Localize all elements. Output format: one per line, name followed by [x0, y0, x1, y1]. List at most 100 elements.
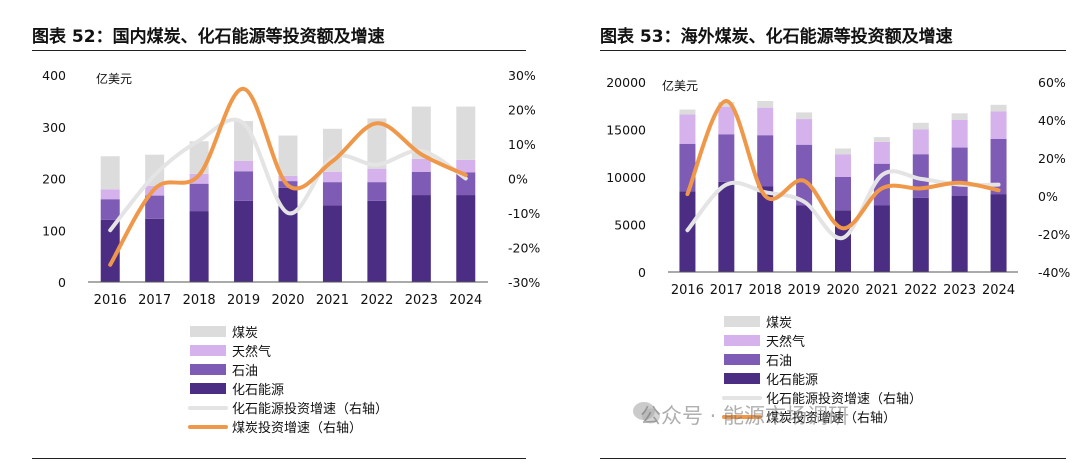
y2-tick-label: 20%: [508, 103, 536, 118]
unit-label: 亿美元: [96, 71, 132, 86]
x-tick-label: 2020: [271, 293, 304, 308]
bar-segment: [796, 112, 813, 120]
y2-tick-label: 0%: [508, 172, 528, 187]
x-tick-label: 2022: [360, 293, 393, 308]
bar-segment: [411, 171, 431, 196]
bar-segment: [367, 200, 387, 282]
y2-tick-label: 10%: [508, 137, 536, 152]
x-tick-label: 2018: [183, 293, 216, 308]
legend-swatch: [724, 335, 760, 346]
bar-segment: [189, 183, 209, 212]
bar-segment: [951, 120, 968, 148]
bar-segment: [912, 197, 929, 272]
bar-segment: [835, 148, 851, 155]
bar-segment: [835, 210, 851, 272]
bar-segment: [796, 144, 813, 206]
panel-right: 图表 53：海外煤炭、化石能源等投资额及增速 亿美元 0 5000 10000 1500…: [540, 0, 1080, 463]
bar-segment: [100, 199, 120, 220]
bar-segment: [873, 137, 890, 142]
y-tick-label: 0: [638, 265, 646, 280]
bar-segment: [322, 205, 342, 282]
bottom-rule: [600, 458, 1066, 459]
bar-segment: [189, 211, 209, 282]
legend-label: 化石能源投资增速（右轴）: [232, 401, 388, 417]
bar-segment: [367, 118, 387, 169]
y2-tick-label: 40%: [1038, 113, 1066, 128]
bar-segment: [456, 195, 476, 282]
bar-segment: [145, 195, 165, 219]
legend-label: 化石能源: [766, 373, 818, 388]
bar-segment: [951, 113, 968, 120]
y2-tick-label: 20%: [1038, 151, 1066, 166]
bar-segment: [278, 175, 298, 182]
bar-segment: [873, 205, 890, 272]
legend-swatch: [724, 373, 760, 384]
legend-label: 化石能源: [232, 383, 284, 398]
x-tick-label: 2018: [749, 283, 782, 298]
x-tick-label: 2017: [710, 283, 743, 298]
wechat-icon: [633, 402, 660, 424]
y2-tick-label: -40%: [1038, 265, 1070, 280]
x-tick-label: 2020: [826, 283, 859, 298]
bar-segment: [679, 143, 696, 192]
legend-swatch: [190, 383, 226, 394]
bar-segment: [234, 160, 254, 172]
series-line: [108, 117, 468, 233]
legend-label: 煤炭投资增速（右轴）: [232, 420, 362, 436]
legend-swatch: [724, 354, 760, 365]
x-tick-label: 2021: [865, 283, 898, 298]
y-tick-label: 20000: [606, 75, 646, 90]
bar-segment: [873, 141, 890, 164]
unit-label: 亿美元: [662, 78, 698, 93]
series-line: [685, 98, 1001, 231]
bar-segment: [456, 106, 476, 160]
bar-segment: [234, 171, 254, 201]
bar-segment: [718, 134, 735, 182]
bar-segment: [322, 171, 342, 183]
bar-segment: [100, 189, 120, 200]
bar-segment: [951, 196, 968, 272]
bar-segment: [835, 177, 851, 211]
bar-segment: [278, 135, 298, 176]
bottom-rule: [32, 458, 526, 459]
bar-segment: [951, 147, 968, 196]
y2-tick-label: -30%: [508, 275, 540, 290]
bar-segment: [411, 158, 431, 172]
legend-label: 石油: [766, 354, 792, 369]
bar-segment: [234, 200, 254, 282]
bar-segment: [411, 195, 431, 282]
y2-tick-label: -20%: [1038, 227, 1070, 242]
legend-label: 煤炭: [232, 326, 258, 341]
y-tick-label: 400: [42, 68, 66, 83]
panel-left: 图表 52：国内煤炭、化石能源等投资额及增速 亿美元 0 100 200 300 400 -…: [32, 27, 540, 459]
x-tick-label: 2021: [316, 293, 349, 308]
x-tick-label: 2024: [449, 293, 482, 308]
bar-segment: [145, 218, 165, 282]
y-tick-label: 0: [58, 275, 66, 290]
bar-segment: [757, 186, 774, 272]
series-line: [108, 86, 468, 267]
bar-segment: [411, 106, 431, 159]
bar-segment: [100, 219, 120, 282]
y2-tick-label: 0%: [1038, 189, 1058, 204]
title-rule: [600, 50, 1066, 51]
legend-label: 化石能源投资增速（右轴）: [766, 391, 922, 407]
bar-segment: [912, 129, 929, 155]
bar-segment: [367, 182, 387, 201]
watermark-text: 公众号 · 能源市场调研: [640, 404, 850, 428]
bar-segment: [796, 205, 813, 272]
legend-swatch: [190, 364, 226, 375]
y2-tick-label: 30%: [508, 68, 536, 83]
legend-label: 煤炭投资增速（右轴）: [766, 410, 896, 426]
bar-segment: [189, 173, 209, 184]
x-tick-label: 2016: [94, 293, 127, 308]
bar-segment: [456, 172, 476, 196]
x-tick-label: 2023: [405, 293, 438, 308]
y-tick-label: 300: [42, 120, 66, 135]
bar-segment: [757, 101, 774, 108]
y-tick-label: 15000: [606, 123, 646, 138]
bar-segment: [100, 156, 120, 190]
legend-label: 石油: [232, 364, 258, 379]
bar-segment: [990, 194, 1007, 272]
bar-segment: [367, 168, 387, 183]
